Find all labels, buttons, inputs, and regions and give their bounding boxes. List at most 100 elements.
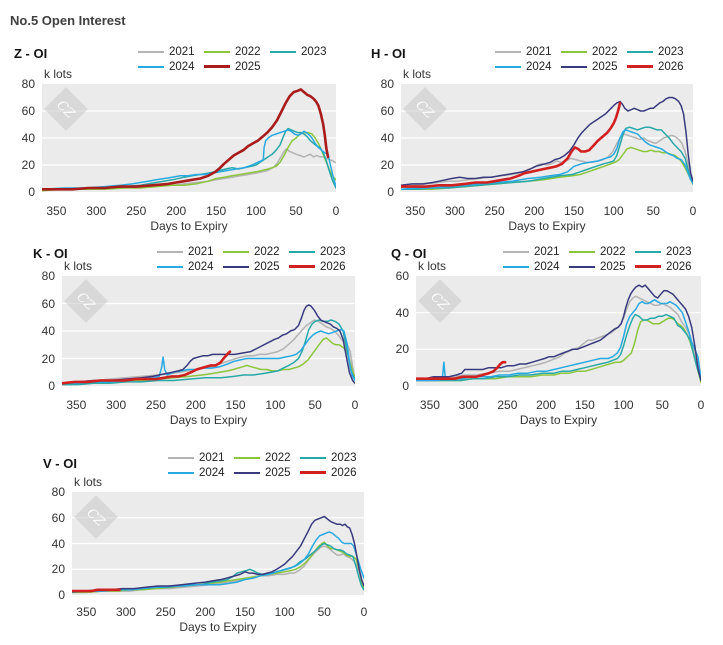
x-tick-label: 150: [206, 204, 227, 218]
legend-item-2023: 2023: [289, 245, 355, 258]
x-tick-label: 350: [405, 204, 426, 218]
legend-year-label: 2023: [658, 45, 684, 58]
legend-year-label: 2026: [666, 260, 692, 273]
watermark-logo: CZ: [418, 279, 462, 323]
watermark-logo: CZ: [64, 279, 108, 323]
legend-line-swatch: [635, 265, 661, 268]
x-tick-label: 100: [246, 204, 267, 218]
legend-item-2022: 2022: [561, 45, 627, 58]
legend-item-2021: 2021: [157, 245, 223, 258]
series-line-2026: [60, 350, 232, 385]
series-line-2025: [400, 96, 694, 187]
legend-item-2021: 2021: [138, 45, 204, 58]
legend-line-swatch: [569, 265, 595, 268]
x-tick-label: 150: [234, 605, 255, 619]
legend: 2021 2022 2023 2024 2025: [138, 45, 336, 73]
x-tick-label: 300: [458, 398, 479, 412]
legend-year-label: 2021: [526, 45, 552, 58]
legend-line-swatch: [223, 250, 249, 253]
x-axis-title: Days to Expiry: [150, 219, 228, 233]
legend-item-2025: 2025: [234, 466, 300, 479]
x-tick-label: 200: [185, 398, 206, 412]
y-tick-label: 80: [51, 485, 65, 499]
legend-year-label: 2026: [658, 60, 684, 73]
legend-line-swatch: [168, 456, 194, 459]
legend-year-label: 2024: [526, 60, 552, 73]
legend-item-2024: 2024: [495, 60, 561, 73]
series-line-2025: [40, 88, 330, 191]
legend-year-label: 2022: [235, 45, 261, 58]
x-tick-label: 250: [484, 204, 505, 218]
plot-area: CZ: [399, 84, 694, 192]
series-line-2024: [61, 328, 356, 385]
legend-year-label: 2025: [600, 260, 626, 273]
series-line-2025: [61, 304, 356, 385]
y-tick-label: 40: [380, 131, 394, 145]
series-line-2021: [415, 295, 702, 382]
legend-item-2024: 2024: [157, 260, 223, 273]
legend-item-2023: 2023: [635, 245, 701, 258]
legend-line-swatch: [204, 50, 230, 53]
series-line-2024: [41, 129, 337, 191]
y-tick-label: 20: [395, 342, 409, 357]
legend-line-swatch: [495, 50, 521, 53]
legend-year-label: 2026: [320, 260, 346, 273]
legend-line-swatch: [503, 265, 529, 268]
y-tick-label: 0: [28, 185, 35, 199]
legend-line-swatch: [168, 471, 194, 474]
legend-item-2025: 2025: [569, 260, 635, 273]
y-tick-label: 60: [21, 104, 35, 118]
legend-line-swatch: [495, 65, 521, 68]
legend-year-label: 2024: [199, 466, 225, 479]
legend-item-2026: 2026: [635, 260, 701, 273]
x-tick-label: 50: [289, 204, 303, 218]
series-line-2022: [41, 131, 337, 192]
chart-title: Z - OI: [14, 46, 48, 61]
legend-item-2021: 2021: [503, 245, 569, 258]
legend-item-2025: 2025: [223, 260, 289, 273]
legend-line-swatch: [627, 50, 653, 53]
y-unit-label: k lots: [44, 67, 73, 81]
legend-item-2024: 2024: [503, 260, 569, 273]
x-tick-label: 300: [106, 398, 127, 412]
x-tick-label: 350: [76, 605, 97, 619]
legend-year-label: 2024: [188, 260, 214, 273]
legend-year-label: 2024: [169, 60, 195, 73]
x-tick-label: 250: [145, 398, 166, 412]
x-tick-label: 350: [46, 204, 67, 218]
legend-item-2026: 2026: [289, 260, 355, 273]
x-tick-label: 250: [497, 398, 518, 412]
legend-line-swatch: [157, 250, 183, 253]
legend-year-label: 2022: [254, 245, 280, 258]
y-tick-label: 40: [395, 305, 409, 320]
legend-item-2026: 2026: [627, 60, 693, 73]
series-line-2026: [399, 101, 622, 188]
x-tick-label: 100: [613, 398, 634, 412]
x-tick-label: 50: [308, 398, 322, 412]
legend: 2021 2022 2023 2024 2025 2026: [503, 245, 701, 273]
legend-item-2021: 2021: [168, 451, 234, 464]
x-tick-label: 0: [689, 204, 697, 218]
watermark-logo: CZ: [74, 495, 118, 539]
x-tick-label: 0: [332, 204, 340, 218]
legend-item-2024: 2024: [138, 60, 204, 73]
legend-line-swatch: [300, 471, 326, 474]
y-tick-label: 0: [387, 185, 394, 199]
x-tick-label: 0: [360, 605, 368, 619]
x-tick-label: 50: [646, 204, 660, 218]
legend-year-label: 2024: [534, 260, 560, 273]
x-tick-label: 350: [66, 398, 87, 412]
legend-line-swatch: [223, 265, 249, 268]
legend-year-label: 2025: [592, 60, 618, 73]
page-title: No.5 Open Interest: [10, 13, 126, 28]
chart-title: Q - OI: [391, 246, 427, 261]
legend-line-swatch: [561, 50, 587, 53]
y-tick-label: 20: [21, 158, 35, 172]
legend-item-2022: 2022: [234, 451, 300, 464]
series-line-2025: [71, 515, 365, 592]
y-unit-label: k lots: [403, 67, 432, 81]
x-tick-label: 100: [274, 605, 295, 619]
y-tick-label: 20: [380, 158, 394, 172]
chart-title: H - OI: [371, 46, 406, 61]
